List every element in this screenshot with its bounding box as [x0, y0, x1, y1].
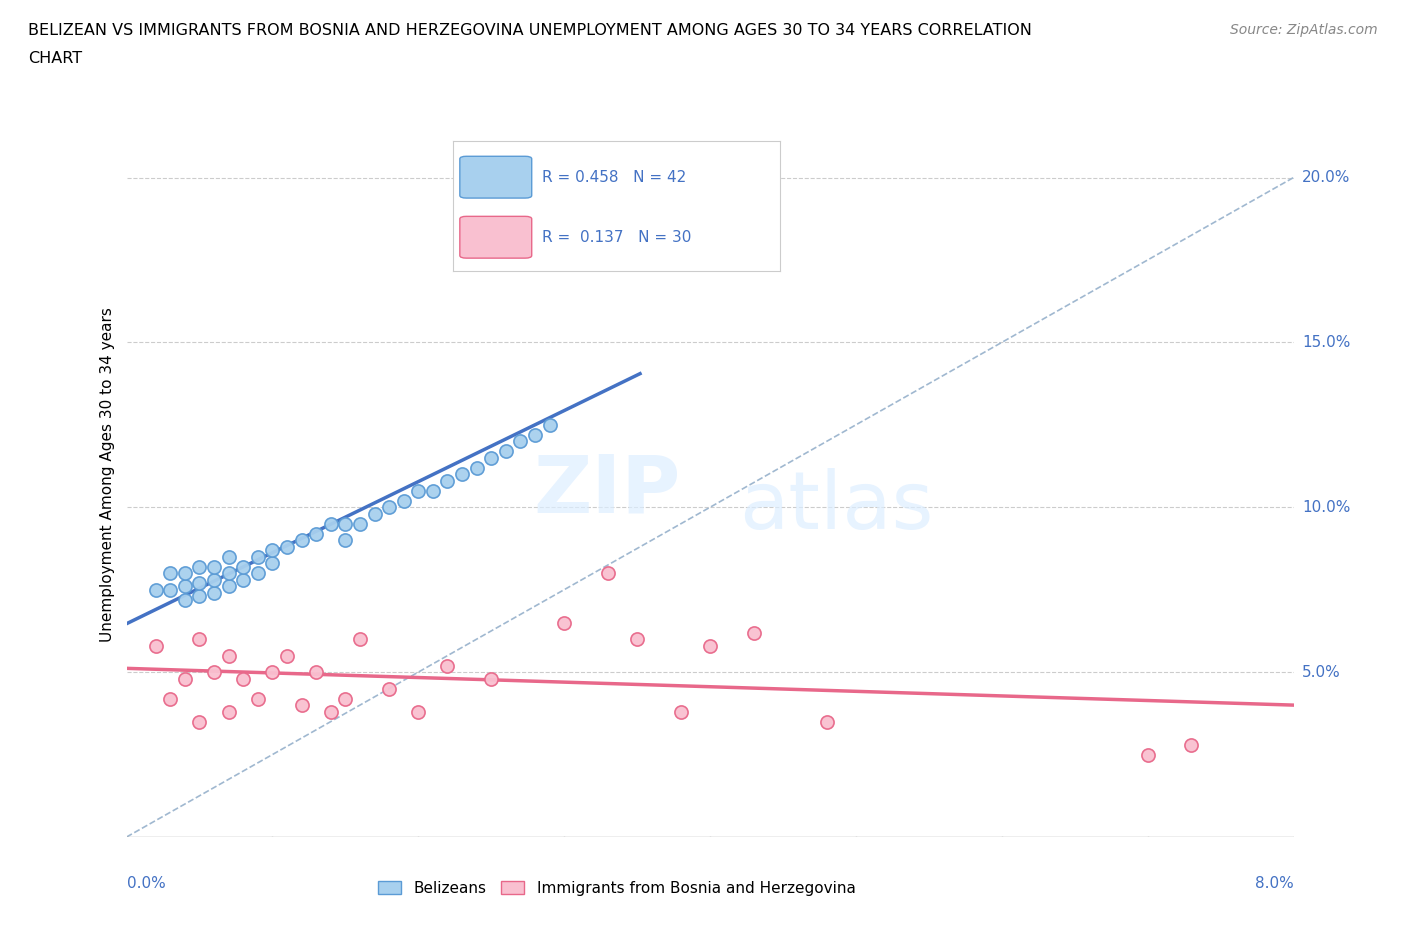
Point [174, 579, 197, 594]
Point [465, 460, 488, 475]
Point [218, 550, 240, 565]
Point [319, 516, 342, 531]
Point [742, 625, 765, 640]
Point [378, 681, 401, 696]
Text: 8.0%: 8.0% [1254, 876, 1294, 891]
Point [626, 631, 648, 646]
Text: 5.0%: 5.0% [1302, 665, 1340, 680]
Point [699, 638, 721, 653]
Point [436, 658, 458, 673]
Point [202, 665, 225, 680]
Point [626, 253, 648, 268]
Point [305, 665, 328, 680]
Point [335, 516, 357, 531]
Point [1180, 737, 1202, 752]
Point [262, 543, 284, 558]
Point [262, 556, 284, 571]
Point [451, 467, 474, 482]
Point [479, 671, 502, 686]
Point [1136, 747, 1159, 762]
Point [392, 493, 415, 508]
Point [246, 550, 269, 565]
Point [335, 691, 357, 706]
Text: Source: ZipAtlas.com: Source: ZipAtlas.com [1230, 23, 1378, 37]
Point [363, 507, 385, 522]
Point [378, 499, 401, 514]
Point [159, 565, 181, 580]
Text: 15.0%: 15.0% [1302, 335, 1350, 350]
Point [174, 671, 197, 686]
Point [145, 582, 167, 597]
Text: ZIP: ZIP [534, 452, 681, 530]
Point [523, 427, 546, 442]
Point [188, 589, 211, 604]
Point [188, 559, 211, 574]
Point [232, 572, 254, 587]
Point [232, 671, 254, 686]
Point [305, 526, 328, 541]
Text: atlas: atlas [740, 469, 934, 546]
Point [669, 704, 692, 719]
Point [159, 691, 181, 706]
Point [188, 631, 211, 646]
Point [422, 484, 444, 498]
Text: CHART: CHART [28, 51, 82, 66]
Point [262, 665, 284, 680]
Point [349, 631, 371, 646]
Point [495, 444, 517, 458]
Point [159, 582, 181, 597]
Point [408, 484, 430, 498]
Point [276, 648, 298, 663]
Point [202, 586, 225, 601]
Point [218, 648, 240, 663]
Point [349, 516, 371, 531]
Text: BELIZEAN VS IMMIGRANTS FROM BOSNIA AND HERZEGOVINA UNEMPLOYMENT AMONG AGES 30 TO: BELIZEAN VS IMMIGRANTS FROM BOSNIA AND H… [28, 23, 1032, 38]
Point [218, 704, 240, 719]
Point [538, 418, 561, 432]
Text: 0.0%: 0.0% [127, 876, 166, 891]
Point [202, 572, 225, 587]
Point [553, 616, 575, 631]
Point [436, 473, 458, 488]
Point [246, 565, 269, 580]
Point [479, 450, 502, 465]
Point [815, 714, 838, 729]
Legend: Belizeans, Immigrants from Bosnia and Herzegovina: Belizeans, Immigrants from Bosnia and He… [371, 874, 862, 902]
Text: 20.0%: 20.0% [1302, 170, 1350, 185]
Point [188, 576, 211, 591]
Point [218, 579, 240, 594]
Point [276, 539, 298, 554]
Point [188, 714, 211, 729]
Point [145, 638, 167, 653]
Point [202, 559, 225, 574]
Y-axis label: Unemployment Among Ages 30 to 34 years: Unemployment Among Ages 30 to 34 years [100, 307, 115, 642]
Point [509, 434, 531, 449]
Point [174, 565, 197, 580]
Point [408, 704, 430, 719]
Point [246, 691, 269, 706]
Point [596, 565, 619, 580]
Point [319, 704, 342, 719]
Point [232, 559, 254, 574]
Point [174, 592, 197, 607]
Text: 10.0%: 10.0% [1302, 499, 1350, 515]
Point [290, 533, 312, 548]
Point [335, 533, 357, 548]
Point [290, 698, 312, 712]
Point [218, 565, 240, 580]
